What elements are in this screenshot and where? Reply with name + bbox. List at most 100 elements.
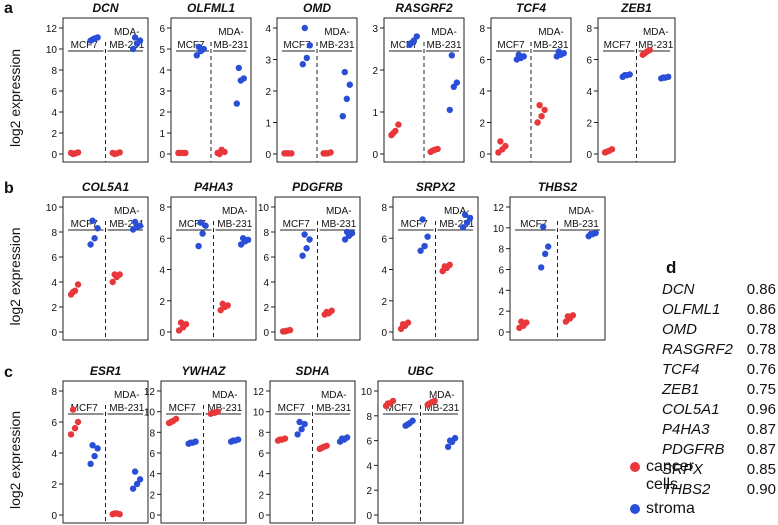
point-cancer-mda — [116, 149, 123, 156]
point-cancer-mda — [641, 50, 648, 57]
y-tick-label: 0 — [149, 511, 155, 522]
y-tick-label: 8 — [51, 387, 57, 398]
y-tick-label: 0 — [51, 511, 57, 522]
y-tick-label: 3 — [372, 24, 378, 35]
correlation-row: TCF4 0.76 — [662, 360, 776, 380]
y-tick-label: 2 — [479, 119, 485, 130]
point-cancer-mda — [541, 106, 548, 114]
point-cancer-mcf7 — [399, 320, 407, 328]
group-label-mcf7: MCF7 — [278, 403, 306, 414]
point-cancer-mda — [646, 46, 653, 54]
y-tick-label: 2 — [498, 307, 504, 318]
point-cancer-mda — [323, 442, 330, 449]
correlation-row: ZEB1 0.75 — [662, 380, 776, 400]
y-tick-label: 2 — [159, 297, 165, 308]
point-stroma-mcf7 — [303, 54, 310, 62]
panel-b-label: b — [4, 180, 14, 197]
point-cancer-mda — [429, 147, 436, 154]
group-label-mda-2: MB-231 — [207, 403, 242, 414]
group-label-mcf7: MCF7 — [177, 40, 205, 51]
correlation-row: P4HA3 0.87 — [662, 420, 776, 440]
y-tick-label: 6 — [263, 253, 269, 264]
y-tick-label: 4 — [51, 278, 57, 289]
point-cancer-mda — [323, 308, 330, 316]
point-stroma-mda — [129, 485, 137, 492]
group-label-mda-1: MDA- — [114, 390, 140, 401]
y-tick-label: 10 — [46, 203, 58, 214]
y-tick-label: 4 — [51, 449, 57, 460]
point-stroma-mcf7 — [301, 420, 308, 428]
y-tick-label: 4 — [498, 286, 504, 297]
correlation-gene: ZEB1 — [662, 381, 700, 398]
y-tick-label: 4 — [159, 66, 165, 77]
chart-title: THBS2 — [538, 180, 578, 194]
point-stroma-mcf7 — [197, 219, 204, 226]
point-stroma-mcf7 — [200, 45, 207, 53]
correlation-gene: OLFML1 — [662, 301, 721, 318]
point-cancer-mda — [564, 313, 572, 320]
point-stroma-mcf7 — [404, 421, 411, 428]
group-label-mda-1: MDA- — [218, 27, 244, 38]
point-cancer-mcf7 — [172, 415, 180, 423]
point-cancer-mda — [536, 101, 543, 109]
point-stroma-mcf7 — [87, 460, 94, 468]
correlation-gene: THBS2 — [662, 481, 711, 498]
point-stroma-mda — [343, 434, 351, 441]
chart-frame — [62, 380, 149, 524]
group-label-mda-2: MB-231 — [321, 219, 356, 230]
point-stroma-mcf7 — [298, 426, 305, 433]
point-stroma-mcf7 — [296, 418, 303, 426]
y-tick-label: 0 — [159, 328, 165, 339]
point-cancer-mda — [111, 150, 118, 158]
point-stroma-mda — [131, 468, 139, 475]
y-tick-label: 10 — [253, 408, 265, 419]
cancer-dot-icon — [630, 462, 640, 472]
point-stroma-mda — [446, 106, 453, 114]
y-tick-label: 6 — [51, 87, 57, 98]
group-label-mda-2: MB-231 — [426, 40, 461, 51]
correlation-value: 0.86 — [746, 281, 776, 298]
group-label-mda-2: MB-231 — [533, 40, 568, 51]
group-label-mda-2: MB-231 — [213, 40, 248, 51]
point-stroma-mcf7 — [199, 230, 206, 237]
point-stroma-mda — [136, 222, 144, 229]
point-stroma-mda — [451, 434, 459, 442]
chart-title: OMD — [303, 1, 331, 15]
group-label-mda-2: MB-231 — [424, 403, 459, 414]
point-stroma-mcf7 — [192, 438, 199, 445]
correlation-value: 0.87 — [746, 421, 776, 438]
y-tick-label: 10 — [144, 408, 156, 419]
point-stroma-mcf7 — [299, 61, 306, 68]
y-tick-label: 2 — [149, 490, 155, 501]
correlation-row: DCN 0.86 — [662, 280, 776, 300]
group-label-mda-1: MDA- — [444, 206, 470, 217]
y-tick-label: 1 — [159, 129, 165, 140]
point-cancer-mda — [569, 312, 577, 319]
correlation-gene: OMD — [662, 321, 697, 338]
group-label-mcf7: MCF7 — [604, 40, 632, 51]
point-stroma-mda — [343, 95, 350, 103]
point-cancer-mda — [214, 408, 221, 415]
point-cancer-mcf7 — [603, 148, 611, 155]
group-label-mcf7: MCF7 — [179, 219, 207, 230]
y-tick-label: 6 — [159, 24, 165, 35]
panel-a-label: a — [4, 0, 13, 17]
point-stroma-mcf7 — [409, 417, 416, 424]
point-stroma-mcf7 — [94, 225, 101, 232]
point-stroma-mda — [244, 236, 252, 244]
group-label-mda-2: MB-231 — [217, 219, 252, 230]
point-stroma-mda — [235, 64, 242, 72]
y-tick-label: 4 — [479, 87, 485, 98]
correlation-gene: RASGRF2 — [662, 341, 733, 358]
point-cancer-mda — [111, 271, 118, 278]
point-stroma-mda — [233, 100, 240, 107]
group-label-mda-2: MB-231 — [319, 40, 354, 51]
point-cancer-mcf7 — [286, 326, 294, 334]
legend-stroma-label: stroma — [646, 500, 695, 517]
point-cancer-mcf7 — [177, 149, 184, 157]
point-cancer-mcf7 — [384, 400, 392, 407]
y-tick-label: 8 — [479, 24, 485, 35]
point-stroma-mda — [136, 476, 144, 483]
group-label-mda-1: MDA- — [321, 390, 347, 401]
point-cancer-mcf7 — [608, 146, 616, 153]
